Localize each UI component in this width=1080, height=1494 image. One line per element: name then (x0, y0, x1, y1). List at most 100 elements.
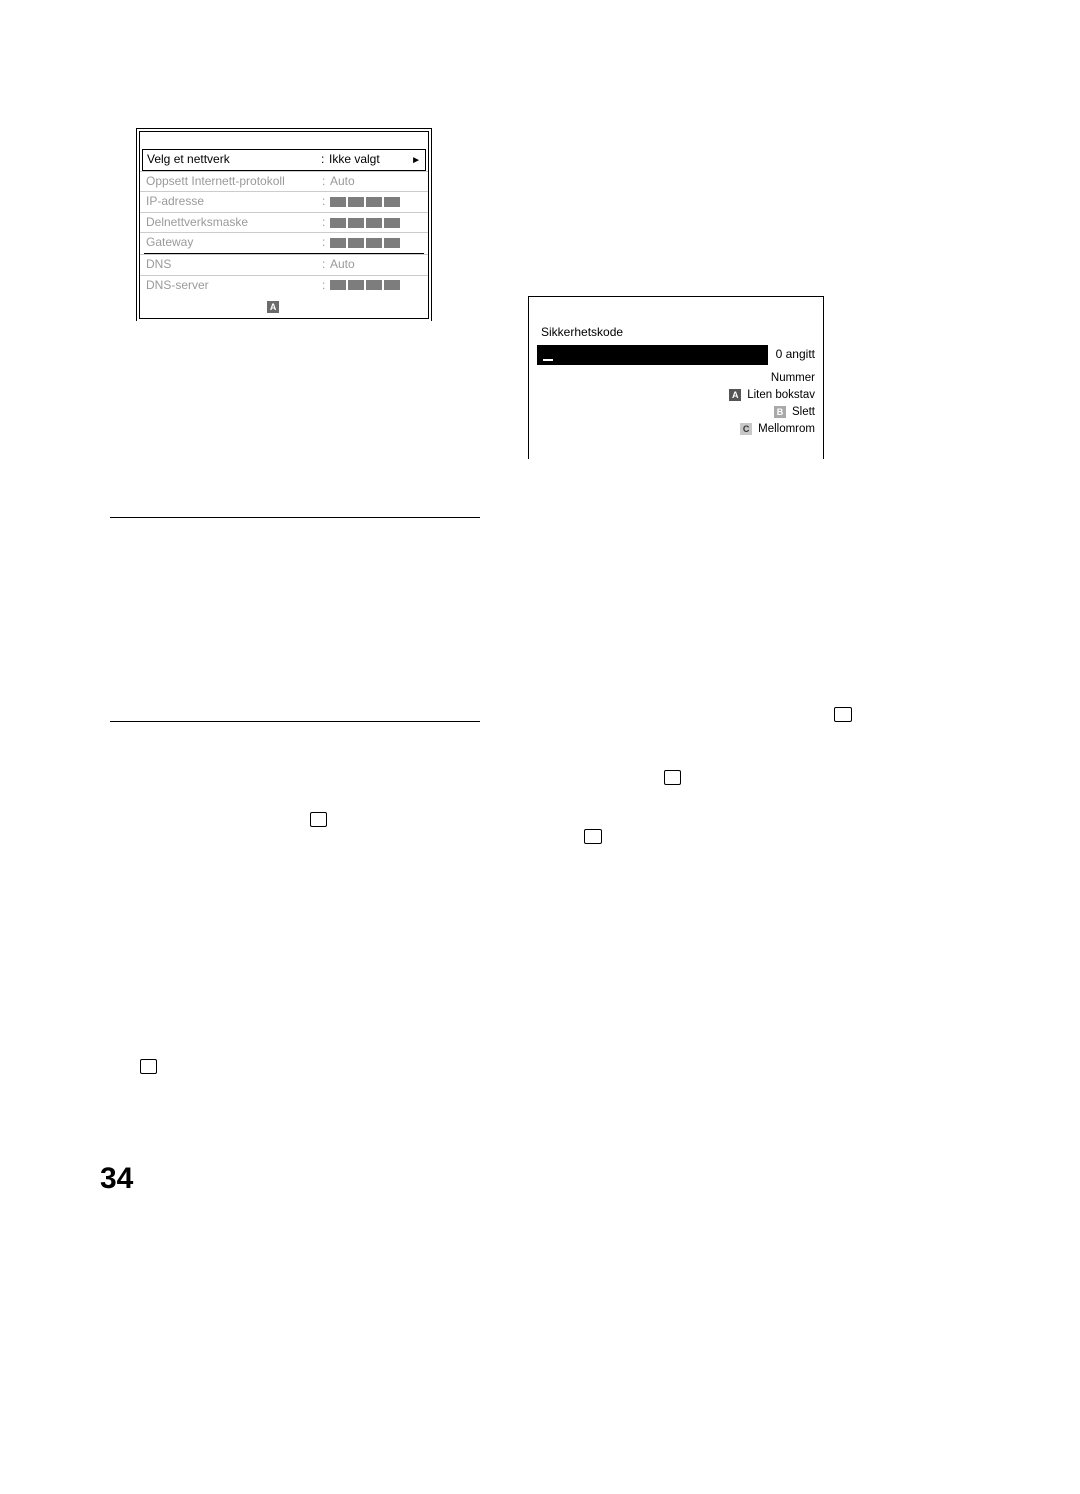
note-1-text: Hvis tilgangspunktet (ruteren) ikke støt… (510, 751, 878, 784)
right-note-1: Hvis tilgangspunktet (ruteren) ikke støt… (510, 750, 880, 785)
net-row-select-network[interactable]: Velg et nettverk : Ikke valgt (142, 149, 426, 171)
ip-octet-box (366, 238, 382, 248)
ms-step-3: Trykk ▼ for å gå til første inntastingsf… (110, 834, 480, 852)
ip-octet-box (348, 197, 364, 207)
legend-a-row: A Liten bokstav (537, 388, 815, 403)
net-label: IP-adresse (146, 194, 322, 210)
colon: : (322, 257, 330, 273)
colon: : (322, 278, 330, 294)
legend-a: Liten bokstav (747, 388, 815, 403)
network-settings-inner: Nettverksinnstilling Velg et nettverk : … (139, 131, 429, 319)
ms-step-2: Trykk ▼ for å gå til Oppsett Internett-p… (110, 775, 480, 828)
enter-icon: ⏎ (310, 812, 327, 827)
right-step9a: Still Sikkerhetsnøkkel-funksjonen til AP (510, 226, 880, 244)
enter-icon: ⏎ (834, 707, 851, 722)
enter-icon: ⏎ (140, 1059, 157, 1074)
bullet-item: Trykk på PBC (WPS)-knappen på tilgangspu… (524, 570, 880, 605)
net-label: DNS (146, 257, 322, 273)
sec-legend: Nummer A Liten bokstav B Slett C Mellomr… (537, 371, 815, 437)
section-manual-title: Angi manuelt (110, 700, 480, 722)
net-move-row: A Flytt (140, 295, 428, 318)
enter-icon: ⏎ (664, 770, 681, 785)
badge-a-icon: A (729, 389, 741, 401)
right-intro-2: Denne funksjonen er tilgjengelig i tilga… (510, 150, 880, 220)
net-value (330, 238, 422, 248)
right-after-sec: Hvis nettverket krever en sikkerhetskode… (510, 471, 880, 524)
right-step9b: (ruter) på På. Trykk ▲ eller ▼ for å vel… (510, 249, 880, 267)
section-divider-hr (110, 496, 480, 518)
net-value: Auto (330, 257, 422, 273)
security-code-panel: Nettverksinnstilling Sikkerhetskode 0 an… (528, 296, 824, 458)
legend-number-row: Nummer (537, 371, 815, 386)
ms-step-9: Gå til trinn 6 i «Angi automatisk» og fø… (110, 1080, 480, 1115)
legend-b-row: B Slett (537, 405, 815, 420)
net-label: DNS-server (146, 278, 322, 294)
net-value: Ikke valgt (329, 152, 421, 168)
ip-octet-box (384, 280, 400, 290)
ip-octet-box (330, 218, 346, 228)
nb-step-2: klikker du Status. I dialogboksen som vi… (110, 606, 480, 641)
net-value: Auto (330, 174, 422, 190)
ip-octet-box (330, 197, 346, 207)
bullet-item: Trykk ENTER ⏎ for å starte innstillingen… (524, 649, 880, 702)
colon: : (322, 194, 330, 210)
badge-c-icon: C (740, 423, 752, 435)
bullet-item: Når tilkoblingen er fullført, vises OK p… (524, 705, 880, 723)
legend-c: Mellomrom (758, 422, 815, 437)
sec-label: Sikkerhetskode (541, 325, 815, 341)
net-value (330, 280, 422, 290)
badge-b-icon: B (774, 406, 786, 418)
ip-octet-box (366, 280, 382, 290)
ms-step-6: Angi verdiene IP-adresse, Delnettverksma… (110, 939, 480, 974)
step9b-text: (ruter) på På. Trykk ▲ eller ▼ for å vel… (544, 250, 790, 265)
net-row-dns-server: DNS-server : (140, 275, 428, 296)
ip-octet-box (348, 218, 364, 228)
sec-entered-count: 0 angitt (776, 347, 815, 363)
nb-step-3: I kategorien Kundestøtte klikker du Deta… (110, 647, 480, 682)
right-bullets: Trykk på PBC (WPS)-knappen på tilgangspu… (524, 570, 880, 744)
right-note-2: Se håndboken for tilgangspunktet (rutere… (510, 791, 880, 844)
nb-step-1: Høyreklikk nettverksikonet nederst til h… (110, 565, 480, 600)
net-row-ip-setup: Oppsett Internett-protokoll : Auto (140, 171, 428, 192)
net-value (330, 218, 422, 228)
ip-octet-box (366, 197, 382, 207)
hidden-para-1: Hvis du vil angi nettverksinnstillingene… (140, 327, 480, 362)
right-pbc-note: Denne funksjonen er tilgjengelig når Sik… (510, 529, 880, 564)
net-label: Oppsett Internett-protokoll (146, 174, 322, 190)
right-step9c: Sikkerhetskode og trykk deretter ENTER ⏎… (510, 273, 880, 291)
ip-octet-box (330, 280, 346, 290)
ms-step-2-text: Trykk ▼ for å gå til Oppsett Internett-p… (140, 776, 476, 826)
net-label: Delnettverksmaske (146, 215, 322, 231)
ms-p1: Slik angir du verdiene for nettverkstilk… (110, 728, 480, 746)
chevron-right-icon (411, 153, 421, 167)
arrow-up-icon (510, 250, 523, 265)
net-label: Velg et nettverk (147, 152, 321, 168)
step9a-text: Still Sikkerhetsnøkkel-funksjonen til AP (510, 227, 743, 242)
ip-octet-box (384, 218, 400, 228)
badge-a-icon: A (267, 301, 279, 313)
ip-octet-box (348, 280, 364, 290)
colon: : (321, 152, 329, 168)
ip-octet-box (366, 218, 382, 228)
bullet-item: Trykk ENTER ⏎ for å velge Nettverksinnst… (524, 610, 880, 645)
ip-octet-box (330, 238, 346, 248)
ms-step-8: Når du er ferdig, trykker du ▲ for å gå … (110, 1021, 480, 1074)
enter-icon: ⏎ (584, 829, 601, 844)
security-code-inner: Nettverksinnstilling Sikkerhetskode 0 an… (531, 299, 821, 456)
hidden-para-2: Hvis den automatiske innstillingen ikke … (140, 368, 480, 403)
net-row-gateway: Gateway : (140, 232, 428, 253)
ms-step-8-text: Når du er ferdig, trykker du ▲ for å gå … (140, 1022, 476, 1055)
sec-input-row: 0 angitt (537, 345, 815, 365)
net-value (330, 197, 422, 207)
net-move-text: Flytt (282, 302, 301, 313)
network-settings-panel: Nettverksinnstilling Velg et nettverk : … (136, 128, 432, 321)
arrow-down-icon (527, 250, 540, 265)
security-code-input[interactable] (537, 345, 768, 365)
net-row-dns: DNS : Auto (140, 254, 428, 275)
hidden-para-3: nettverksinnstillingsverdiene manuelt. (110, 423, 480, 441)
nb-body: For å hente verdiene for nettverksforbin… (110, 524, 480, 559)
text-cursor-icon (543, 359, 553, 361)
colon: : (322, 235, 330, 251)
ms-step-1: Følg trinn 1 til 5 i «Innstille automati… (110, 751, 480, 769)
ip-octet-box (384, 238, 400, 248)
